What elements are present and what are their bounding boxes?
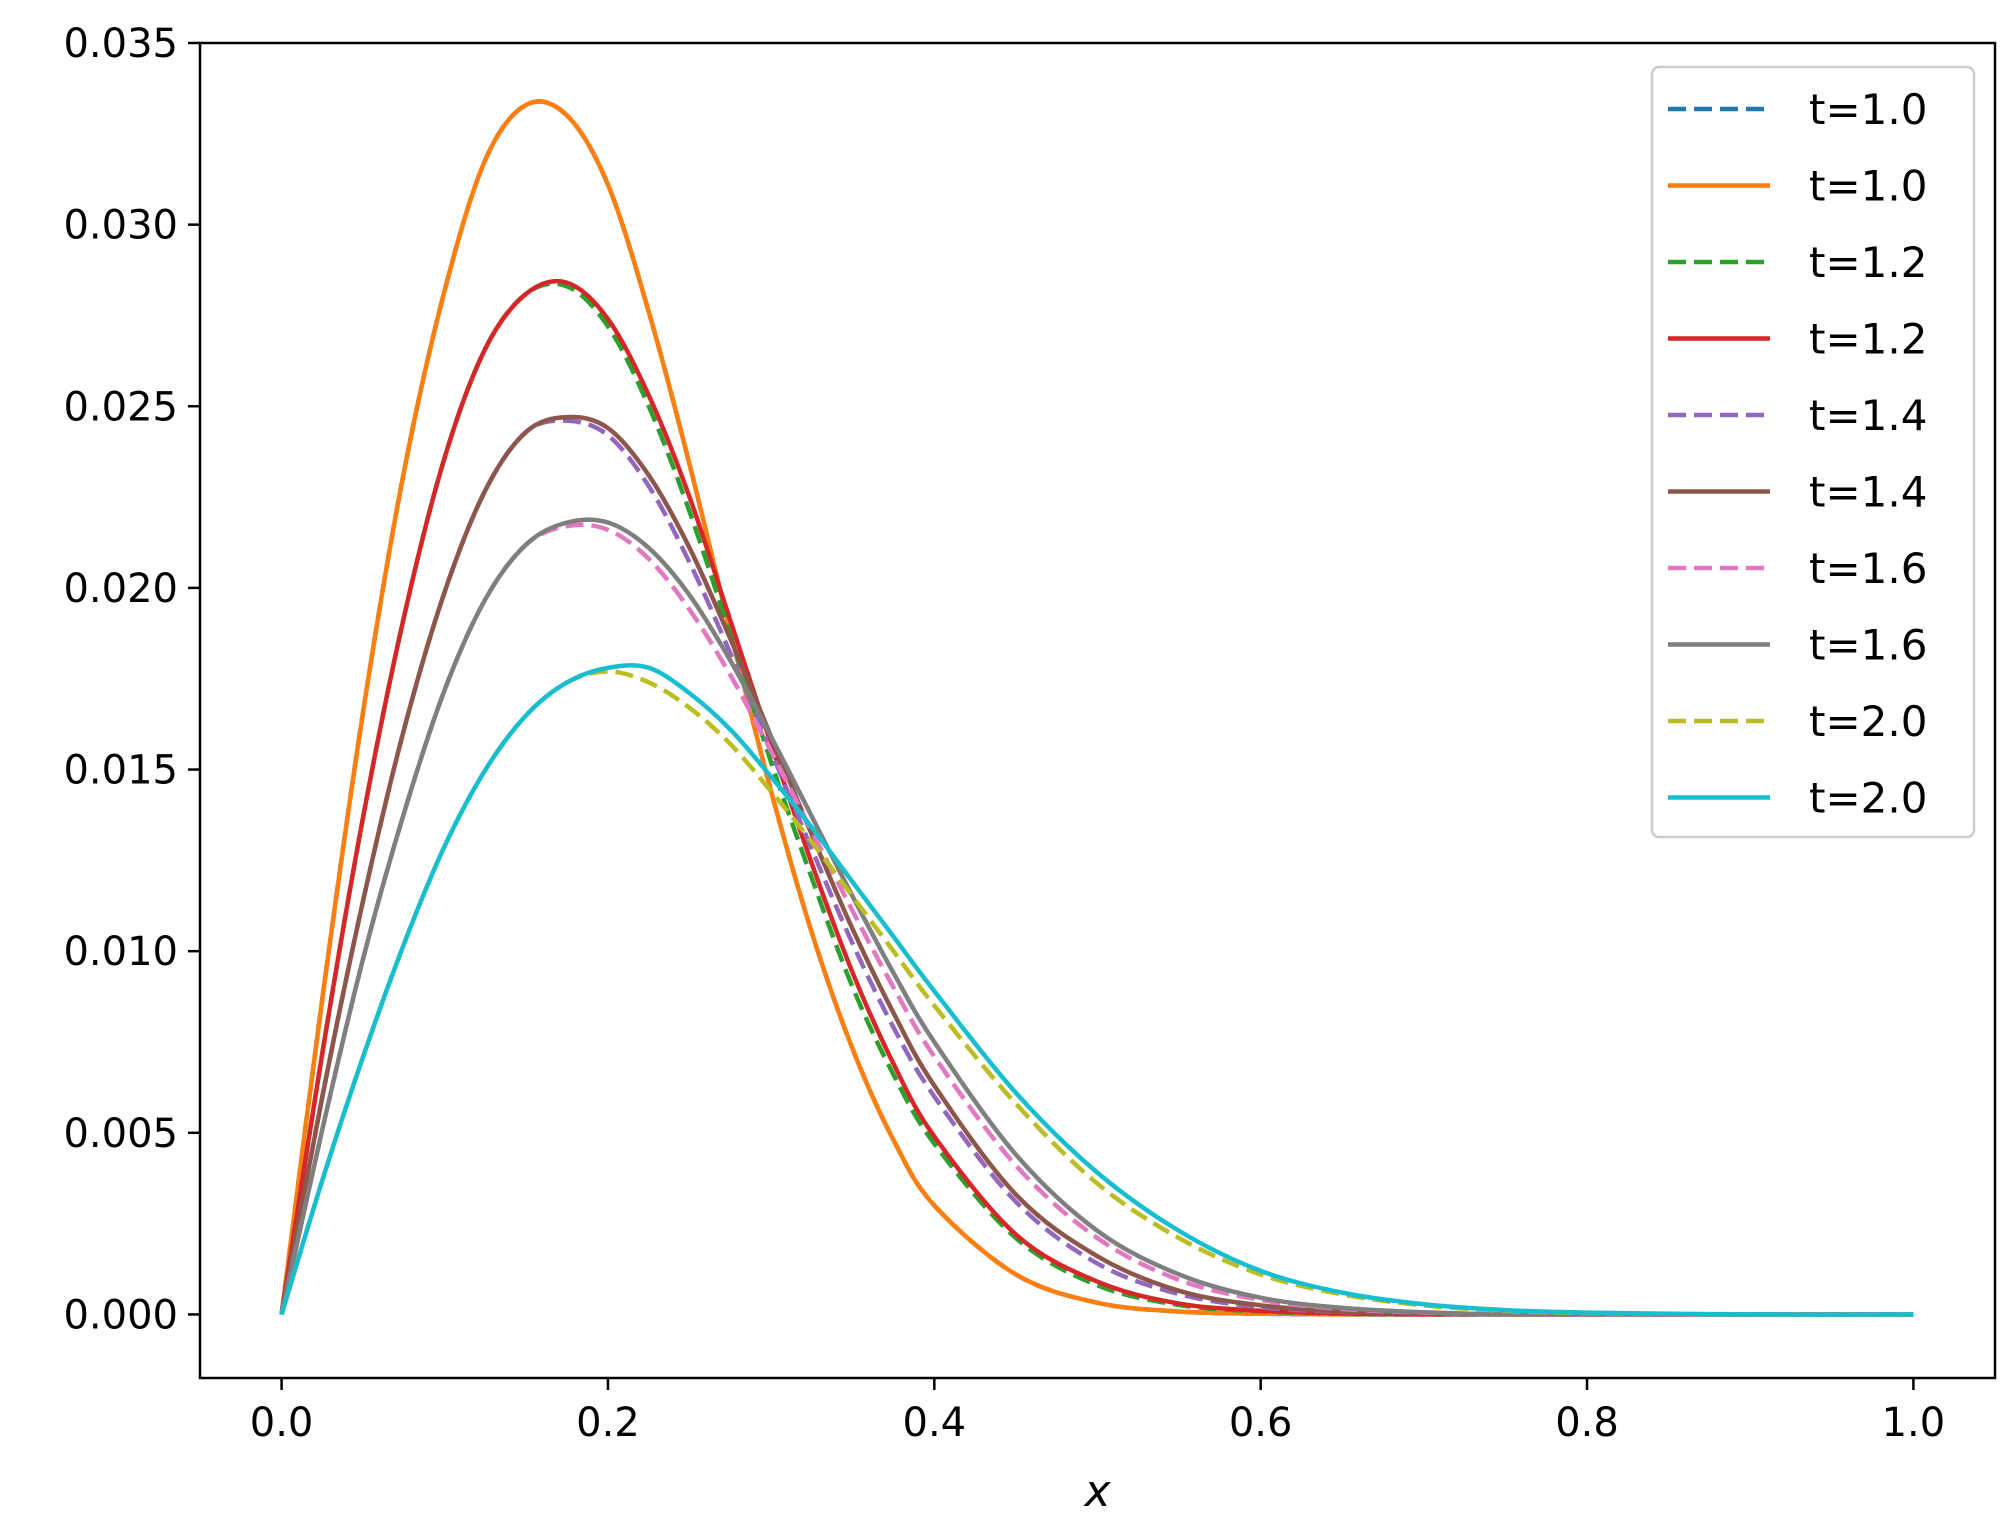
y-tick-label: 0.030 (63, 203, 178, 249)
x-tick-label: 0.0 (250, 1400, 314, 1446)
y-tick-label: 0.020 (63, 566, 178, 612)
x-axis: 0.0 0.2 0.4 0.6 0.8 1.0 (250, 1378, 1945, 1446)
y-tick-label: 0.025 (63, 384, 178, 430)
x-tick-label: 0.8 (1555, 1400, 1619, 1446)
legend-label: t=1.4 (1809, 391, 1927, 440)
legend-label: t=2.0 (1809, 774, 1927, 823)
x-axis-label: x (1082, 1466, 1111, 1517)
legend-label: t=2.0 (1809, 697, 1927, 746)
x-tick-label: 1.0 (1882, 1400, 1946, 1446)
x-tick-label: 0.2 (576, 1400, 640, 1446)
x-tick-label: 0.4 (903, 1400, 967, 1446)
y-tick-label: 0.010 (63, 929, 178, 975)
legend-label: t=1.0 (1809, 85, 1927, 134)
y-tick-label: 0.005 (63, 1111, 178, 1157)
legend: t=1.0 t=1.0 t=1.2 t=1.2 t=1.4 t=1.4 t=1.6 t=1.6… (1650, 65, 1976, 839)
axes-frame (198, 41, 1997, 1380)
y-tick-label: 0.000 (63, 1292, 178, 1338)
y-axis: 0.000 0.005 0.010 0.015 0.020 0.025 0.030 0.035 (63, 21, 200, 1338)
y-tick-label: 0.015 (63, 748, 178, 794)
legend-label: t=1.2 (1809, 238, 1927, 287)
legend-label: t=1.4 (1809, 468, 1927, 517)
legend-label: t=1.6 (1809, 621, 1927, 670)
legend-label: t=1.6 (1809, 544, 1927, 593)
series-line-8 (279, 517, 1914, 1317)
series-line-10 (279, 663, 1914, 1317)
y-tick-label: 0.035 (63, 21, 178, 67)
legend-label: t=1.0 (1809, 162, 1927, 211)
legend-label: t=1.2 (1809, 315, 1927, 364)
x-tick-label: 0.6 (1229, 1400, 1293, 1446)
plot-area (279, 99, 1914, 1317)
